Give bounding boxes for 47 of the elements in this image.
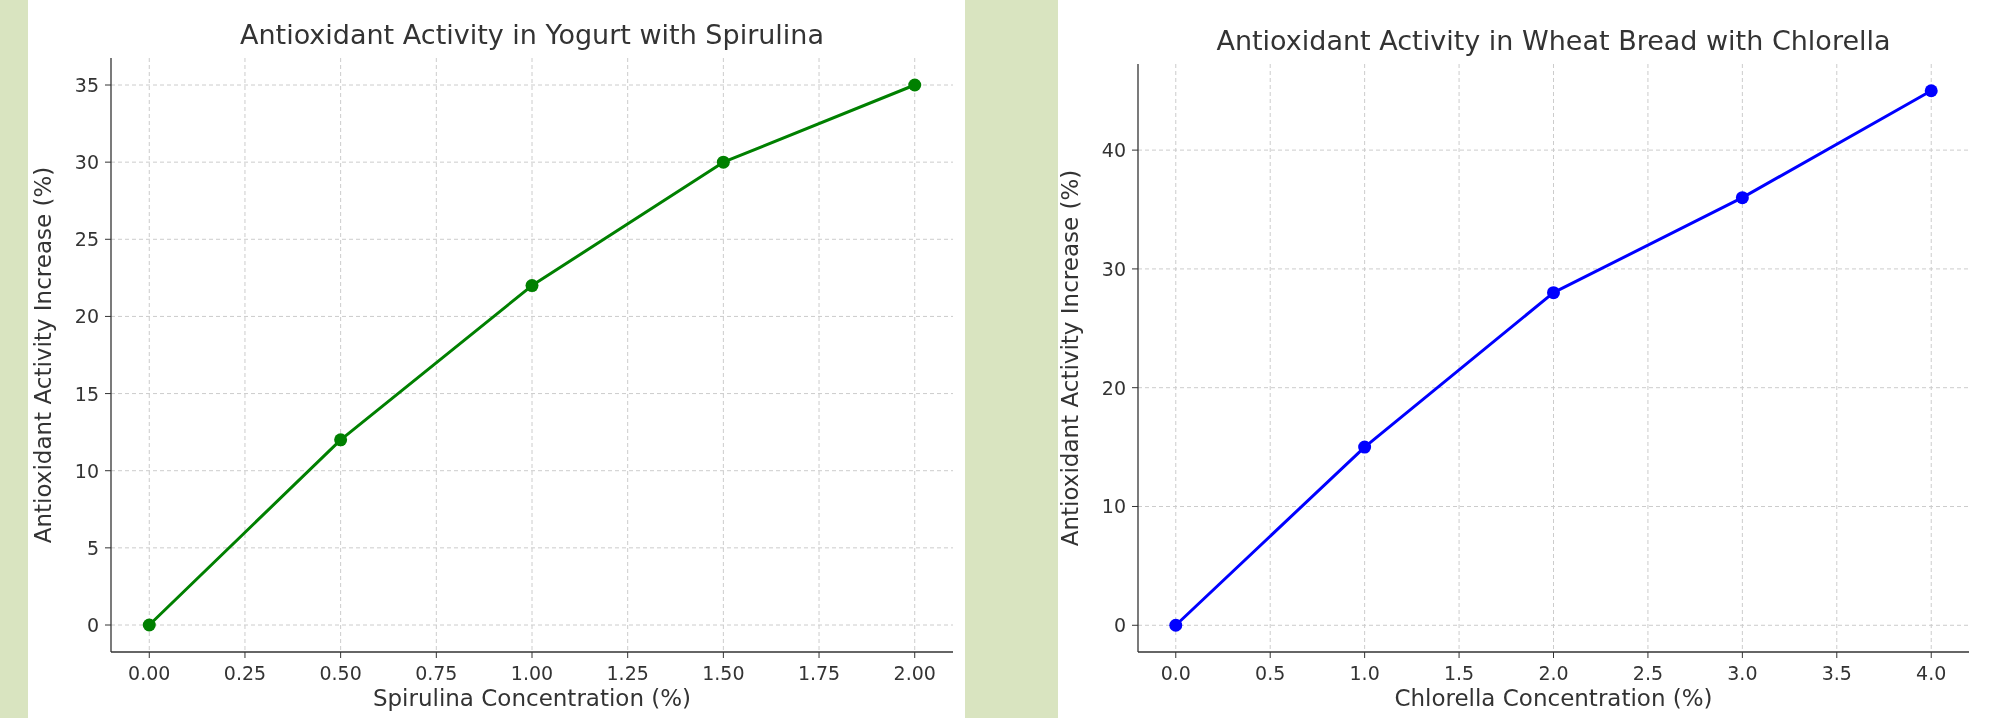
- point: [525, 279, 539, 293]
- x-tick-label: 3.5: [1821, 662, 1852, 684]
- x-tick-label: 1.50: [702, 662, 745, 684]
- x-tick-label: 1.25: [606, 662, 649, 684]
- point: [908, 78, 922, 92]
- point: [334, 433, 348, 447]
- x-tick-label: 2.5: [1632, 662, 1664, 684]
- point: [1169, 618, 1183, 632]
- x-axis-title: Chlorella Concentration (%): [1394, 685, 1713, 711]
- y-tick-label: 10: [74, 459, 99, 482]
- point: [1735, 191, 1749, 205]
- x-tick-label: 0.50: [319, 662, 362, 684]
- y-tick-label: 20: [74, 305, 99, 328]
- point: [716, 155, 730, 169]
- x-tick-label: 0.5: [1255, 662, 1286, 684]
- x-tick-label: 2.0: [1538, 662, 1569, 684]
- x-tick-label: 1.00: [510, 662, 554, 684]
- y-tick-label: 40: [1101, 139, 1126, 162]
- x-tick-label: 2.00: [893, 662, 936, 684]
- chart-title: Antioxidant Activity in Wheat Bread with Chlorella: [1216, 25, 1891, 56]
- y-tick-label: 10: [1101, 495, 1126, 518]
- y-axis-title: Antioxidant Activity Increase (%): [1057, 169, 1083, 547]
- y-tick-label: 30: [74, 151, 99, 174]
- x-tick-label: 1.0: [1349, 662, 1380, 684]
- y-tick-label: 30: [1101, 257, 1126, 280]
- y-tick-label: 35: [74, 74, 99, 96]
- x-tick-label: 1.5: [1443, 662, 1475, 684]
- y-tick-label: 20: [1101, 376, 1126, 399]
- point: [1924, 84, 1938, 98]
- x-axis-title: Spirulina Concentration (%): [372, 685, 692, 711]
- y-tick-label: 0: [86, 614, 99, 636]
- y-tick-label: 5: [86, 536, 99, 559]
- chart-title: Antioxidant Activity in Yogurt with Spirulina: [239, 19, 825, 50]
- y-tick-label: 25: [74, 228, 99, 251]
- y-tick-label: 0: [1113, 614, 1126, 637]
- y-axis-title: Antioxidant Activity Increase (%): [30, 166, 56, 544]
- x-tick-label: 0.75: [415, 662, 458, 684]
- x-tick-label: 0.0: [1160, 662, 1191, 684]
- point: [1358, 440, 1372, 454]
- y-tick-label: 15: [74, 382, 99, 405]
- point: [1547, 286, 1560, 300]
- x-tick-label: 0.00: [128, 662, 171, 684]
- x-tick-label: 0.25: [223, 662, 267, 684]
- x-tick-label: 1.75: [797, 662, 841, 684]
- x-tick-label: 3.0: [1727, 662, 1758, 684]
- point: [142, 618, 156, 632]
- x-tick-label: 4.0: [1916, 662, 1947, 684]
